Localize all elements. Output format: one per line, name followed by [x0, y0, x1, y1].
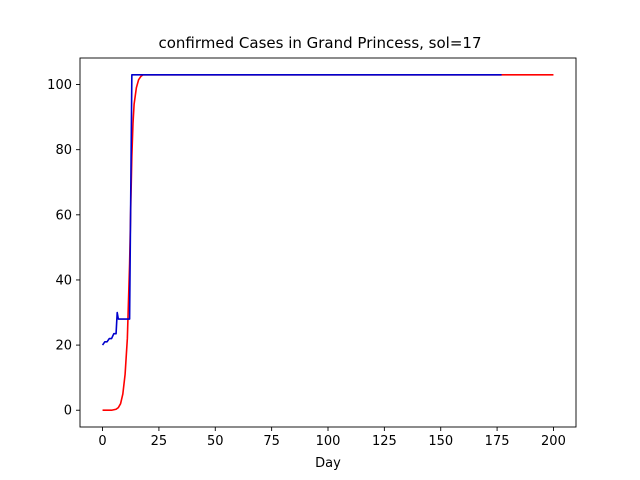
series-layer — [101, 73, 554, 412]
y-tick-label: 20 — [55, 339, 72, 354]
y-tick-label: 100 — [47, 78, 72, 93]
x-tick-label: 25 — [151, 434, 168, 449]
x-tick-label: 0 — [98, 434, 106, 449]
x-tick-label: 175 — [485, 434, 510, 449]
y-tick-label: 80 — [55, 143, 72, 158]
y-tick-label: 40 — [55, 273, 72, 288]
series-line-2 — [101, 73, 502, 346]
chart-title: confirmed Cases in Grand Princess, sol=1… — [158, 34, 481, 52]
x-tick-label: 100 — [316, 434, 341, 449]
x-tick-label: 150 — [428, 434, 453, 449]
x-axis-title: Day — [315, 456, 341, 471]
x-tick-label: 200 — [541, 434, 566, 449]
x-tick-label: 50 — [207, 434, 224, 449]
x-tick-label: 75 — [263, 434, 280, 449]
y-tick-label: 0 — [64, 404, 72, 419]
x-tick-label: 125 — [372, 434, 397, 449]
y-tick-label: 60 — [55, 208, 72, 223]
axes-layer: 0 25 50 75 100 125 150 175 200 0 20 40 60 80 100 — [47, 57, 577, 449]
